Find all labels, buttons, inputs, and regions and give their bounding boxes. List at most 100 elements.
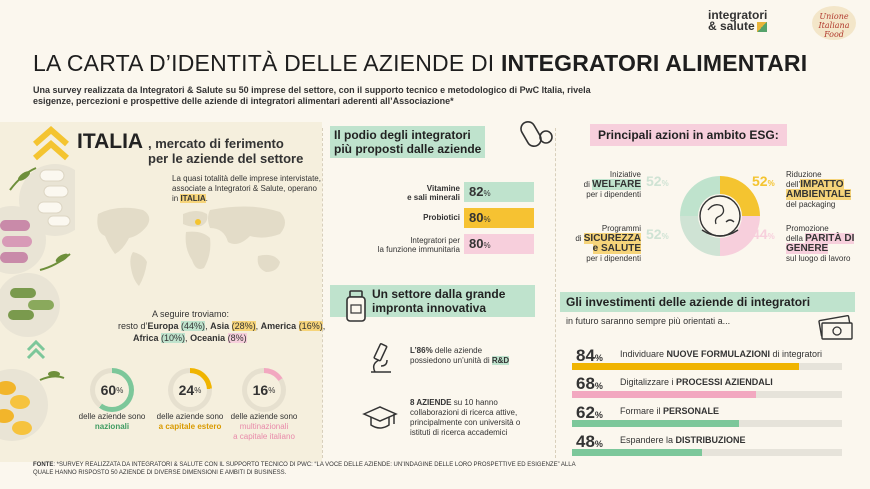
inv-pre: Individuare — [620, 349, 667, 359]
investimenti-title: Gli investimenti delle aziende di integr… — [560, 292, 855, 312]
supplement-bottle-icon — [346, 290, 366, 322]
investimento-row: 84% Individuare NUOVE FORMULAZIONI di in… — [572, 346, 842, 370]
inv-pre: Espandere la — [620, 435, 676, 445]
italia-subtitle-line2: per le aziende del settore — [148, 151, 304, 166]
graduation-cap-icon — [362, 406, 398, 429]
podio-unit: % — [483, 241, 491, 250]
ring-capitale-estero: 24% — [168, 368, 212, 412]
investimento-pct: 68% — [576, 374, 603, 394]
podio-title-line2: più proposti dalle aziende — [334, 142, 482, 156]
title-regular: LA CARTA D’IDENTITÀ DELLE AZIENDE DI — [33, 50, 501, 76]
esg-label-line2: della — [786, 234, 806, 243]
investimento-bar — [572, 391, 756, 398]
esg-pct-unit: % — [767, 179, 775, 188]
investimento-bar — [572, 449, 702, 456]
fact-rnd: L’86% delle aziende possiedono un’unità … — [410, 346, 520, 366]
investimento-value: 68 — [576, 374, 595, 393]
world-map-illustration — [97, 206, 285, 286]
investimento-pct: 84% — [576, 346, 603, 366]
esg-pct-value: 52 — [646, 173, 662, 189]
podio-value: 80 — [469, 236, 484, 251]
region-europa: Europa — [147, 321, 179, 331]
esg-pct-unit: % — [661, 179, 669, 188]
podio-bar-vitamine: 82% — [464, 182, 534, 202]
investimento-unit: % — [594, 439, 603, 449]
podio-unit: % — [483, 215, 491, 224]
investimento-unit: % — [594, 381, 603, 391]
ring-label-line3: a capitale italiano — [233, 432, 295, 441]
investimento-label: Formare il PERSONALE — [620, 406, 719, 416]
esg-label-bold: WELFARE — [592, 179, 641, 190]
ring-label-line2: multinazionali — [239, 422, 289, 431]
podio-label-line1: Integratori per — [410, 236, 460, 245]
podio-value: 80 — [469, 210, 484, 225]
italia-subtitle: , mercato di ferimento per le aziende de… — [148, 136, 303, 166]
inv-pre: Digitalizzare i — [620, 377, 677, 387]
esg-title: Principali azioni in ambito ESG: — [590, 124, 787, 146]
investimento-bar — [572, 363, 799, 370]
ring-nazionali: 60% — [90, 368, 134, 412]
ring-label-line1: delle aziende sono — [78, 412, 146, 421]
esg-label-bold: SICUREZZA — [583, 233, 641, 244]
region-africa-pct: (10%) — [161, 333, 186, 343]
investimento-unit: % — [594, 353, 603, 363]
podio-label-line1: Probiotici — [423, 213, 460, 222]
investimento-value: 48 — [576, 432, 595, 451]
italia-desc-end: . — [205, 194, 208, 203]
italia-description: La quasi totalità delle imprese intervis… — [172, 174, 322, 204]
ring-label-line1: delle aziende sono — [230, 412, 298, 421]
esg-pct-unit: % — [767, 232, 775, 241]
investimento-track — [572, 449, 842, 456]
ring-unit: % — [268, 385, 276, 395]
podio-label-line2: la funzione immunitaria — [377, 245, 460, 254]
page-title: LA CARTA D’IDENTITÀ DELLE AZIENDE DI INT… — [33, 50, 807, 77]
italia-title: ITALIA — [77, 130, 144, 153]
podio-label-line2: e sali minerali — [407, 193, 460, 202]
podio-value: 82 — [469, 184, 484, 199]
esg-pct-unit: % — [661, 232, 669, 241]
esg-pct-value: 52 — [752, 173, 768, 189]
investimento-bar — [572, 420, 740, 427]
investimento-value: 62 — [576, 403, 595, 422]
ring-value: 24 — [178, 382, 195, 398]
supplement-pills-illustration — [0, 164, 75, 441]
ring-label-line1: delle aziende sono — [156, 412, 224, 421]
seguire-block: A seguire troviamo: resto d’Europa (44%)… — [118, 309, 326, 343]
podio-label-probiotici: Probiotici — [340, 213, 460, 222]
podio-label-line1: Vitamine — [426, 184, 460, 193]
logo-mark-icon — [756, 21, 767, 32]
region-america: America — [260, 321, 297, 331]
ring-label-multinazionali: delle aziende sono multinazionali a capi… — [209, 412, 319, 442]
footer-text: : *SURVEY REALIZZATA DA INTEGRATORI & SA… — [33, 462, 576, 476]
innovativa-title-line2: impronta innovativa — [372, 301, 487, 315]
esg-label-line1: Promozione — [786, 224, 829, 233]
investimento-unit: % — [594, 410, 603, 420]
esg-label-line2: dell’ — [786, 180, 801, 189]
integratori-salute-logo: integratori & salute — [708, 8, 768, 32]
esg-pct-value: 52 — [646, 226, 662, 242]
inv-bold: DISTRIBUZIONE — [675, 435, 746, 445]
investimento-row: 68% Digitalizzare i PROCESSI AZIENDALI — [572, 374, 842, 398]
esg-pct-sicurezza: 52% — [646, 226, 669, 242]
podio-title-line1: Il podio degli integratori — [334, 128, 471, 142]
title-bold: INTEGRATORI ALIMENTARI — [500, 50, 808, 76]
page-subtitle: Una survey realizzata da Integratori & S… — [33, 85, 591, 106]
unione-italiana-food-logo: Unione Italiana Food — [812, 6, 856, 40]
region-africa: Africa — [133, 333, 159, 343]
investimento-row: 48% Espandere la DISTRIBUZIONE — [572, 432, 842, 456]
region-asia-pct: (28%) — [231, 321, 256, 331]
ring-unit: % — [194, 385, 202, 395]
esg-label-line2: di — [575, 234, 584, 243]
seguire-intro: A seguire troviamo: — [152, 309, 230, 319]
italia-subtitle-line1: , mercato di ferimento — [148, 136, 284, 151]
investimento-label: Individuare NUOVE FORMULAZIONI di integr… — [620, 349, 822, 359]
ring-value: 60 — [100, 382, 117, 398]
podio-label-immunitaria: Integratori per la funzione immunitaria — [340, 236, 460, 254]
esg-label-bold2: e SALUTE — [592, 243, 641, 254]
fact-collaborazioni: 8 AZIENDE su 10 hanno collaborazioni di … — [410, 398, 540, 438]
podio-label-vitamine: Vitamine e sali minerali — [340, 184, 460, 202]
ring-label-line2: nazionali — [94, 422, 130, 431]
divider — [555, 128, 556, 458]
inv-bold: PROCESSI AZIENDALI — [676, 377, 773, 387]
logo-line1: integratori — [708, 8, 768, 22]
